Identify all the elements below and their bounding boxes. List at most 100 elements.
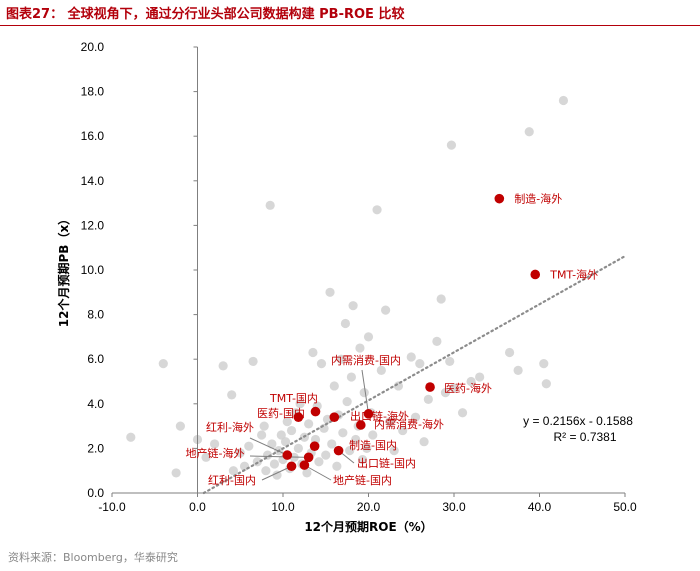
point-label: 医药-国内 bbox=[257, 406, 305, 420]
background-point bbox=[257, 430, 267, 440]
y-tick-label: 18.0 bbox=[81, 85, 105, 99]
background-point bbox=[345, 446, 355, 456]
y-tick-label: 20.0 bbox=[81, 40, 105, 54]
highlight-point bbox=[363, 409, 374, 419]
background-point bbox=[415, 359, 425, 369]
x-tick-label: 40.0 bbox=[528, 500, 552, 514]
y-tick-label: 10.0 bbox=[81, 263, 105, 277]
point-label: TMT-国内 bbox=[269, 391, 318, 405]
point-label: 红利-国内 bbox=[208, 473, 256, 487]
y-tick-label: 6.0 bbox=[87, 352, 104, 366]
background-point bbox=[385, 417, 395, 427]
background-point bbox=[327, 439, 337, 449]
point-label: 地产链-海外 bbox=[186, 446, 245, 460]
background-point bbox=[259, 421, 269, 431]
y-tick-label: 14.0 bbox=[81, 174, 105, 188]
highlight-point bbox=[303, 452, 314, 463]
background-point bbox=[432, 336, 442, 346]
background-point bbox=[419, 437, 429, 447]
y-tick-label: 4.0 bbox=[87, 397, 104, 411]
background-point bbox=[351, 434, 361, 445]
y-tick-label: 16.0 bbox=[81, 129, 105, 143]
background-point bbox=[228, 466, 239, 476]
callout-line bbox=[361, 369, 369, 414]
highlight-point bbox=[425, 382, 435, 392]
x-tick-label: 0.0 bbox=[189, 500, 206, 514]
background-point bbox=[363, 332, 374, 342]
x-tick-label: 20.0 bbox=[357, 500, 381, 514]
figure-title: 图表27： 全球视角下，通过分行业头部公司数据构建 PB-ROE 比较 bbox=[6, 7, 405, 22]
highlight-point bbox=[286, 461, 297, 472]
point-label: 出口链-海外 bbox=[350, 409, 409, 423]
background-point bbox=[376, 365, 386, 375]
background-point bbox=[359, 388, 369, 398]
point-label: TMT-海外 bbox=[549, 267, 598, 281]
background-point bbox=[171, 468, 181, 478]
background-point bbox=[286, 425, 297, 436]
background-point bbox=[410, 412, 421, 422]
background-point bbox=[175, 421, 185, 431]
pb-roe-scatter-chart: 0.0 2.0 4.0 6.0 8.0 10.0 12.0 14.0 16.0 18.0 20.0 -… bbox=[56, 40, 637, 534]
callout-line bbox=[249, 455, 309, 458]
highlight-point bbox=[310, 406, 321, 417]
background-point bbox=[244, 441, 254, 451]
background-point bbox=[269, 459, 280, 469]
y-axis-title: 12个月预期PB（x） bbox=[56, 213, 71, 327]
background-point bbox=[329, 381, 339, 391]
background-point bbox=[321, 450, 331, 460]
background-point bbox=[218, 361, 228, 371]
highlight-point bbox=[333, 445, 344, 456]
background-point bbox=[308, 347, 318, 358]
background-point bbox=[235, 448, 245, 458]
background-point bbox=[524, 127, 534, 137]
y-tick-label: 2.0 bbox=[87, 441, 104, 455]
point-label: 地产链-国内 bbox=[333, 473, 392, 487]
background-point bbox=[348, 301, 358, 311]
background-point bbox=[346, 372, 356, 382]
title-rule bbox=[0, 25, 700, 26]
background-point bbox=[457, 408, 468, 418]
highlight-point bbox=[293, 412, 304, 422]
background-point bbox=[314, 457, 324, 467]
callout-line bbox=[261, 465, 292, 481]
background-point bbox=[541, 379, 551, 389]
background-point bbox=[423, 394, 433, 404]
highlight-points-layer bbox=[282, 193, 541, 472]
background-point bbox=[336, 354, 346, 364]
highlight-point bbox=[299, 460, 310, 470]
background-point bbox=[267, 439, 277, 449]
background-point bbox=[293, 443, 303, 453]
background-point bbox=[539, 359, 549, 369]
background-point bbox=[265, 200, 275, 210]
background-point bbox=[126, 432, 136, 442]
axes-layer: 0.0 2.0 4.0 6.0 8.0 10.0 12.0 14.0 16.0 18.0 20.0 -… bbox=[81, 40, 637, 514]
background-point bbox=[504, 347, 515, 358]
background-point bbox=[475, 372, 485, 382]
point-label: 医药-海外 bbox=[444, 381, 492, 395]
background-point bbox=[406, 352, 416, 362]
background-point bbox=[210, 439, 220, 449]
point-label: 制造-海外 bbox=[514, 192, 562, 206]
background-point bbox=[280, 437, 291, 447]
highlight-point bbox=[282, 450, 293, 460]
background-point bbox=[446, 140, 457, 150]
background-point bbox=[325, 287, 335, 297]
background-point bbox=[295, 399, 305, 409]
background-point bbox=[368, 430, 378, 440]
background-point bbox=[436, 294, 446, 304]
highlight-point bbox=[329, 412, 340, 422]
highlight-point bbox=[494, 193, 505, 204]
point-label: 内需消费-国内 bbox=[331, 353, 401, 367]
background-point bbox=[261, 466, 271, 476]
background-point bbox=[338, 428, 348, 438]
r-squared: R² = 0.7381 bbox=[553, 430, 616, 444]
background-point bbox=[445, 356, 455, 367]
background-point bbox=[372, 205, 382, 215]
x-axis-title: 12个月预期ROE（%） bbox=[304, 519, 432, 534]
x-tick-label: 50.0 bbox=[613, 500, 637, 514]
background-point bbox=[381, 305, 391, 315]
highlight-point bbox=[530, 269, 541, 280]
background-point bbox=[355, 343, 365, 353]
background-point bbox=[272, 470, 282, 480]
source-note: 资料来源：Bloomberg，华泰研究 bbox=[8, 551, 178, 564]
